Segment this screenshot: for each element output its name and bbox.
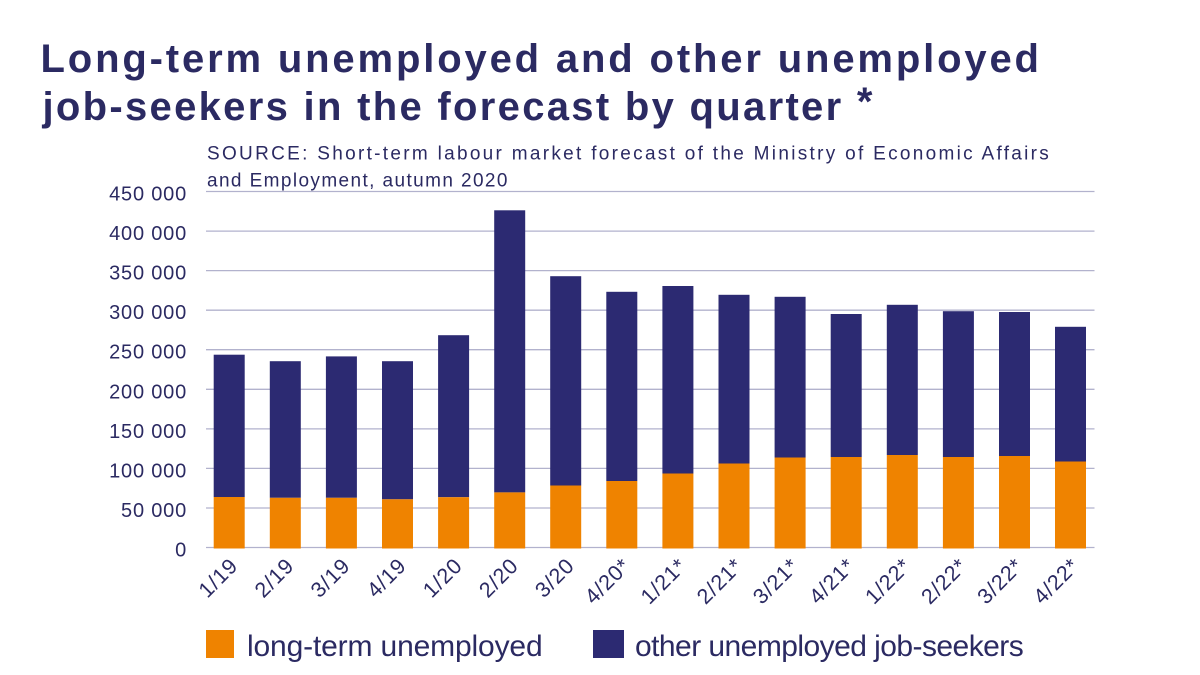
svg-text:200 000: 200 000 — [109, 381, 187, 403]
svg-text:150 000: 150 000 — [109, 421, 187, 443]
svg-text:and Employment, autumn 2020: and Employment, autumn 2020 — [207, 171, 509, 192]
svg-text:400 000: 400 000 — [109, 223, 187, 245]
svg-text:300 000: 300 000 — [109, 302, 187, 324]
svg-text:350 000: 350 000 — [109, 263, 187, 285]
svg-text:0: 0 — [175, 540, 187, 562]
svg-text:100 000: 100 000 — [109, 460, 187, 482]
svg-text:Long-term unemployed and other: Long-term unemployed and other unemploye… — [41, 37, 1042, 81]
svg-text:long-term unemployed: long-term unemployed — [247, 630, 543, 663]
svg-text:other unemployed job-seekers: other unemployed job-seekers — [635, 630, 1023, 663]
svg-text:SOURCE: Short-term labour mark: SOURCE: Short-term labour market forecas… — [207, 144, 1051, 165]
svg-text:job-seekers in the forecast by: job-seekers in the forecast by quarter * — [42, 80, 875, 129]
svg-text:450 000: 450 000 — [109, 184, 187, 206]
svg-text:50 000: 50 000 — [121, 500, 187, 522]
svg-text:250 000: 250 000 — [109, 342, 187, 364]
